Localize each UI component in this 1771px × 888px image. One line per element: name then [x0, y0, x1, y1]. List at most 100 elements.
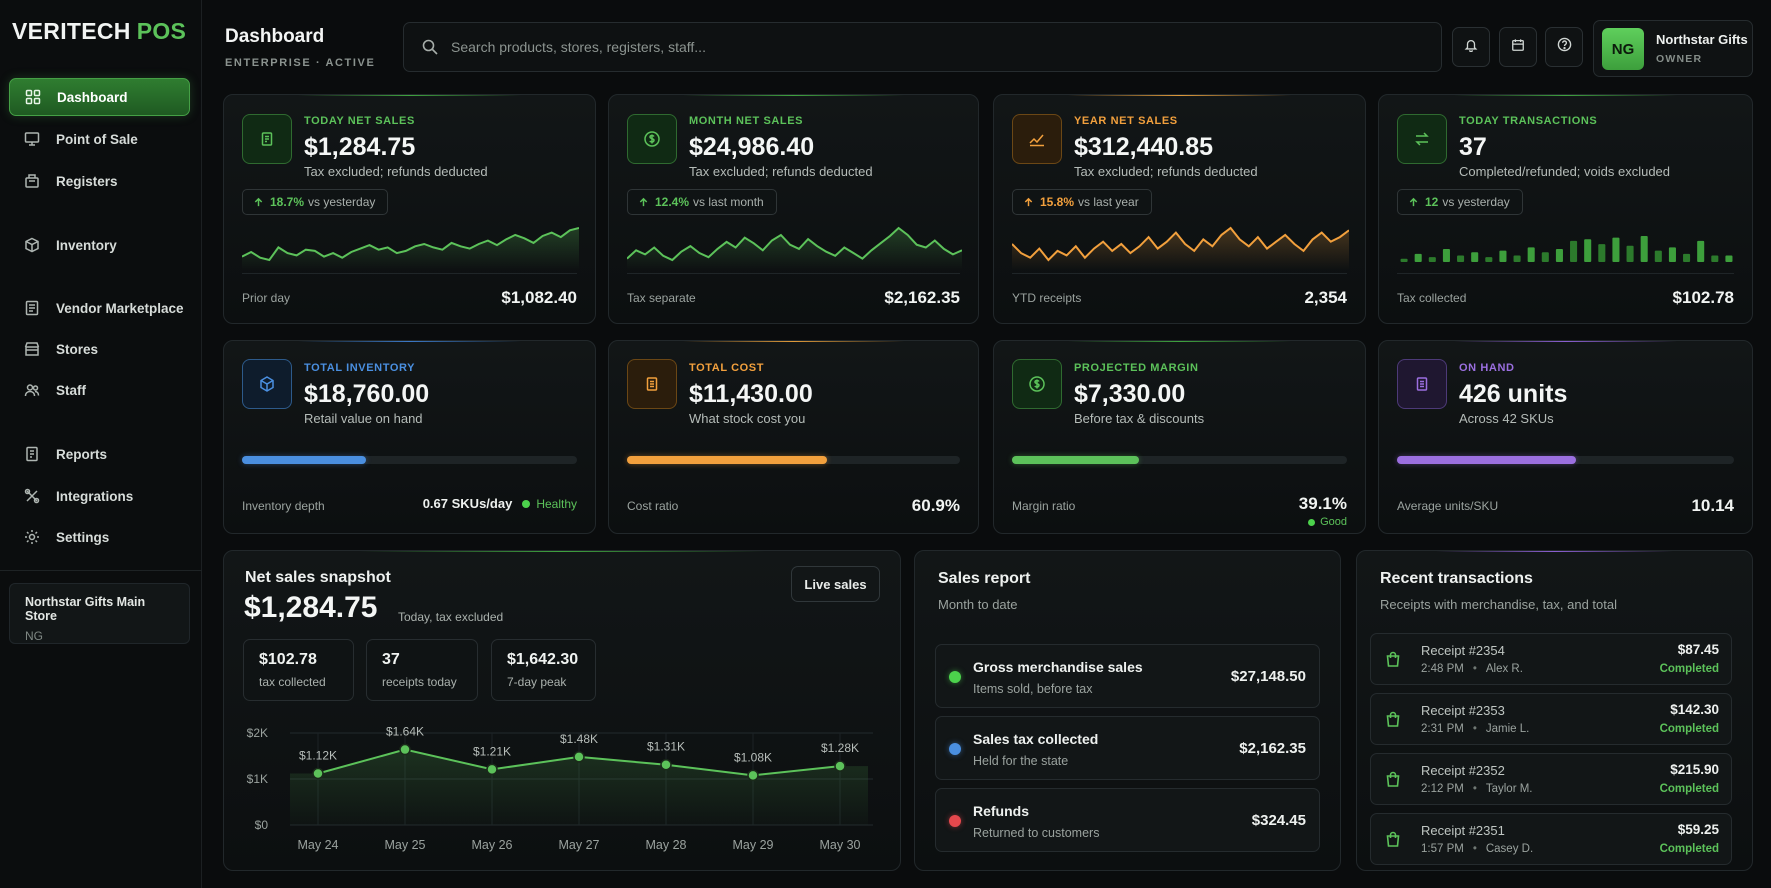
- stat-card[interactable]: ON HAND 426 units Across 42 SKUs Average un…: [1378, 340, 1753, 534]
- stat-card[interactable]: PROJECTED MARGIN $7,330.00 Before tax & di…: [993, 340, 1366, 534]
- kpi-foot-value: $2,162.35: [884, 288, 960, 307]
- monitor-icon: [22, 129, 42, 149]
- sidebar-item-staff[interactable]: Staff: [9, 371, 190, 409]
- stat-foot-value: 10.14: [1691, 496, 1734, 515]
- notifications-button[interactable]: [1452, 27, 1490, 67]
- sidebar-item-settings[interactable]: Settings: [9, 518, 190, 556]
- receipt-number: Receipt #2354: [1421, 643, 1505, 658]
- y-tick-label: $1K: [247, 772, 268, 786]
- sidebar-item-stores[interactable]: Stores: [9, 330, 190, 368]
- data-point[interactable]: [573, 751, 585, 763]
- x-tick-label: May 26: [472, 838, 513, 852]
- card-accent: [1436, 551, 1673, 552]
- divider: [1012, 273, 1347, 274]
- progress-fill: [242, 456, 366, 464]
- y-tick-label: $2K: [247, 726, 268, 740]
- dashboard-icon: [23, 87, 43, 107]
- kpi-card[interactable]: TODAY NET SALES $1,284.75 Tax excluded; re…: [223, 94, 596, 324]
- kpi-foot-value: $1,082.40: [501, 288, 577, 307]
- transaction-row[interactable]: Receipt #2353 2:31 PM • Jamie L. $142.30 Comp…: [1370, 693, 1732, 745]
- progress-bar: [1012, 456, 1347, 464]
- status-badge: Good: [1308, 516, 1347, 528]
- status-dot: [949, 743, 961, 755]
- stat-value: $11,430.00: [689, 380, 813, 408]
- kpi-label: MONTH NET SALES: [689, 115, 804, 127]
- stat-label: TOTAL INVENTORY: [304, 362, 416, 374]
- data-point[interactable]: [660, 758, 672, 771]
- sidebar-item-label: Inventory: [56, 237, 117, 253]
- sidebar-item-point-of-sale[interactable]: Point of Sale: [9, 120, 190, 158]
- sparkline-bar: [1711, 255, 1719, 262]
- sidebar: VERITECH POS Dashboard Point of Sale Regi…: [0, 0, 202, 888]
- stat-foot-label: Cost ratio: [627, 499, 679, 513]
- sidebar-item-dashboard[interactable]: Dashboard: [9, 78, 190, 116]
- transaction-amount: $87.45: [1677, 642, 1719, 657]
- kpi-subtitle: Tax excluded; refunds deducted: [689, 164, 873, 179]
- card-accent: [298, 95, 521, 96]
- progress-fill: [1397, 456, 1576, 464]
- data-point[interactable]: [312, 767, 324, 780]
- net-sales-line-chart: $2K $1K $0 $1.12K May 24 $1.64K May 25 $1.21K Ma…: [247, 725, 873, 852]
- shopping-bag-icon: [1380, 766, 1406, 792]
- sparkline-bar: [1527, 247, 1535, 262]
- snapshot-note: Today, tax excluded: [398, 610, 504, 624]
- sales-report-row[interactable]: Refunds Returned to customers $324.45: [935, 788, 1320, 852]
- card-accent: [682, 95, 905, 96]
- transaction-row[interactable]: Receipt #2351 1:57 PM • Casey D. $59.25 Compl…: [1370, 813, 1732, 865]
- kpi-value: $312,440.85: [1074, 133, 1214, 161]
- row-value: $27,148.50: [1230, 668, 1306, 685]
- sidebar-item-integrations[interactable]: Integrations: [9, 477, 190, 515]
- delta-badge: 12.4% vs last month: [627, 189, 777, 215]
- sales-report-row[interactable]: Sales tax collected Held for the state $2,…: [935, 716, 1320, 780]
- transaction-row[interactable]: Receipt #2352 2:12 PM • Taylor M. $215.90 Com…: [1370, 753, 1732, 805]
- data-point[interactable]: [399, 743, 411, 756]
- transaction-time: 2:31 PM: [1421, 723, 1464, 735]
- sparkline-bar: [1598, 244, 1606, 262]
- sales-report-row[interactable]: Gross merchandise sales Items sold, befor…: [935, 644, 1320, 708]
- search-bar[interactable]: [403, 22, 1442, 72]
- transaction-row[interactable]: Receipt #2354 2:48 PM • Alex R. $87.45 Comple…: [1370, 633, 1732, 685]
- transaction-meta: 2:12 PM • Taylor M.: [1421, 783, 1533, 795]
- sidebar-item-vendor-marketplace[interactable]: Vendor Marketplace: [9, 289, 190, 327]
- kpi-foot-label: YTD receipts: [1012, 291, 1082, 305]
- transaction-amount: $215.90: [1670, 762, 1719, 777]
- search-input[interactable]: [451, 39, 1351, 55]
- card-accent: [298, 341, 521, 342]
- sidebar-item-inventory[interactable]: Inventory: [9, 226, 190, 264]
- kpi-card[interactable]: TODAY TRANSACTIONS 37 Completed/refunded; …: [1378, 94, 1753, 324]
- shopping-bag-icon: [1380, 646, 1406, 672]
- help-button[interactable]: [1545, 27, 1583, 67]
- store-initials: NG: [25, 629, 43, 643]
- kpi-foot-label: Tax separate: [627, 291, 696, 305]
- stat-card[interactable]: TOTAL COST $11,430.00 What stock cost you C…: [608, 340, 979, 534]
- stat-card[interactable]: TOTAL INVENTORY $18,760.00 Retail value on…: [223, 340, 596, 534]
- data-label: $1.21K: [473, 744, 511, 758]
- stat-subtitle: Before tax & discounts: [1074, 411, 1205, 426]
- mini-value: $102.78: [259, 651, 317, 668]
- kpi-card[interactable]: YEAR NET SALES $312,440.85 Tax excluded; r…: [993, 94, 1366, 324]
- data-point[interactable]: [486, 763, 498, 776]
- sidebar-item-registers[interactable]: Registers: [9, 162, 190, 200]
- row-value: $324.45: [1251, 812, 1306, 829]
- staff-name: Jamie L.: [1485, 723, 1530, 735]
- transaction-meta: 2:48 PM • Alex R.: [1421, 663, 1523, 675]
- user-menu[interactable]: NG Northstar Gifts OWNER: [1593, 20, 1753, 77]
- data-point[interactable]: [834, 760, 846, 772]
- staff-name: Alex R.: [1485, 663, 1523, 675]
- kpi-foot-label: Tax collected: [1397, 291, 1467, 305]
- data-point[interactable]: [747, 769, 759, 782]
- brand-logo[interactable]: VERITECH POS: [12, 18, 186, 45]
- stat-subtitle: Across 42 SKUs: [1459, 411, 1554, 426]
- sidebar-item-reports[interactable]: Reports: [9, 435, 190, 473]
- row-title: Sales tax collected: [973, 731, 1099, 747]
- row-title: Gross merchandise sales: [973, 659, 1143, 675]
- stat-subtitle: What stock cost you: [689, 411, 806, 426]
- calendar-button[interactable]: [1499, 27, 1537, 67]
- x-tick-label: May 24: [298, 838, 339, 852]
- sparkline-bar: [1654, 250, 1662, 262]
- live-sales-button[interactable]: Live sales: [791, 566, 880, 602]
- status-dot: [1308, 518, 1316, 526]
- store-switcher[interactable]: Northstar Gifts Main Store NG: [9, 583, 190, 644]
- kpi-card[interactable]: MONTH NET SALES $24,986.40 Tax excluded; r…: [608, 94, 979, 324]
